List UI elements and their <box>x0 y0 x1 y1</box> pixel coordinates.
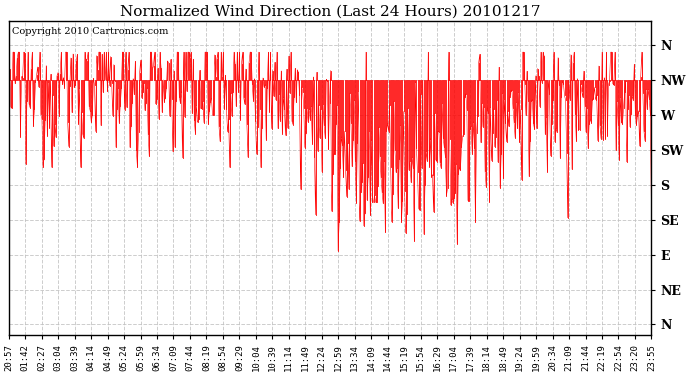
Title: Normalized Wind Direction (Last 24 Hours) 20101217: Normalized Wind Direction (Last 24 Hours… <box>120 4 540 18</box>
Text: Copyright 2010 Cartronics.com: Copyright 2010 Cartronics.com <box>12 27 168 36</box>
